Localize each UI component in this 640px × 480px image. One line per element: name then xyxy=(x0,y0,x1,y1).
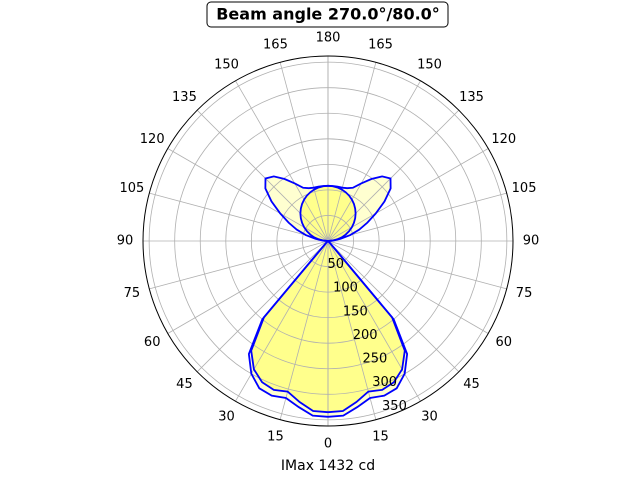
theta-tick-label: 120 xyxy=(491,132,516,147)
theta-tick-label: 90 xyxy=(117,234,134,249)
grid-spoke xyxy=(327,148,489,242)
theta-tick-label: 180 xyxy=(316,31,341,46)
r-tick-label: 250 xyxy=(362,352,387,367)
theta-tick-label: 90 xyxy=(523,234,540,249)
theta-tick-label: 135 xyxy=(172,90,197,105)
theta-tick-label: 45 xyxy=(463,377,480,392)
r-tick-label: 50 xyxy=(328,257,345,272)
theta-tick-label: 15 xyxy=(267,430,284,445)
theta-tick-label: 0 xyxy=(324,437,332,452)
theta-tick-label: 60 xyxy=(144,335,161,350)
grid-spoke xyxy=(327,240,460,373)
grid-spoke xyxy=(196,109,329,242)
series-fill xyxy=(328,185,405,413)
r-tick-label: 200 xyxy=(353,328,378,343)
theta-tick-label: 105 xyxy=(120,181,145,196)
theta-tick-label: 105 xyxy=(512,181,537,196)
theta-tick-label: 120 xyxy=(140,132,165,147)
grid-spoke xyxy=(327,80,421,242)
grid-spoke xyxy=(327,109,460,242)
r-tick-label: 350 xyxy=(382,399,407,414)
theta-tick-label: 30 xyxy=(218,409,235,424)
chart-title: Beam angle 270.0°/80.0° xyxy=(216,5,440,24)
grid-spoke xyxy=(327,62,377,242)
grid-spoke xyxy=(167,148,329,242)
grid-spoke xyxy=(279,62,329,242)
theta-tick-label: 75 xyxy=(124,286,141,301)
theta-tick-label: 150 xyxy=(417,58,442,73)
grid-spoke xyxy=(149,192,329,242)
theta-tick-label: 30 xyxy=(421,409,438,424)
grid-spoke xyxy=(235,80,329,242)
r-tick-label: 300 xyxy=(372,375,397,390)
theta-tick-label: 150 xyxy=(214,58,239,73)
x-axis-label: IMax 1432 cd xyxy=(281,458,375,474)
theta-tick-label: 75 xyxy=(516,286,533,301)
series-line xyxy=(247,175,330,418)
series-line xyxy=(326,175,409,418)
theta-tick-label: 135 xyxy=(459,90,484,105)
grid-spoke xyxy=(196,240,329,373)
series-line xyxy=(325,184,406,414)
grid-spoke xyxy=(279,240,329,420)
r-tick-label: 150 xyxy=(343,304,368,319)
grid-spoke xyxy=(149,240,329,290)
grid-spoke xyxy=(327,240,507,290)
grid-spoke xyxy=(327,240,377,420)
grid-spoke xyxy=(327,192,507,242)
theta-tick-label: 60 xyxy=(496,335,513,350)
theta-tick-label: 165 xyxy=(263,37,288,52)
polar-frame xyxy=(142,55,514,427)
theta-tick-label: 45 xyxy=(176,377,193,392)
grid-spoke xyxy=(167,240,329,334)
r-tick-label: 100 xyxy=(333,281,358,296)
series-line xyxy=(250,184,331,414)
grid-spoke xyxy=(327,240,489,334)
theta-tick-label: 165 xyxy=(368,37,393,52)
series-fill xyxy=(251,185,328,413)
theta-tick-label: 15 xyxy=(372,430,389,445)
title-box xyxy=(206,1,449,28)
